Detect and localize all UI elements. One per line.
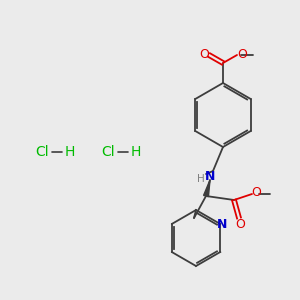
Text: H: H — [197, 174, 205, 184]
Text: N: N — [205, 170, 215, 184]
Text: Cl: Cl — [35, 145, 49, 159]
Text: O: O — [199, 47, 209, 61]
Text: H: H — [65, 145, 75, 159]
Text: O: O — [237, 47, 247, 61]
Polygon shape — [204, 180, 210, 196]
Text: O: O — [235, 218, 245, 230]
Text: H: H — [131, 145, 141, 159]
Text: N: N — [217, 218, 227, 230]
Text: O: O — [251, 185, 261, 199]
Text: Cl: Cl — [101, 145, 115, 159]
